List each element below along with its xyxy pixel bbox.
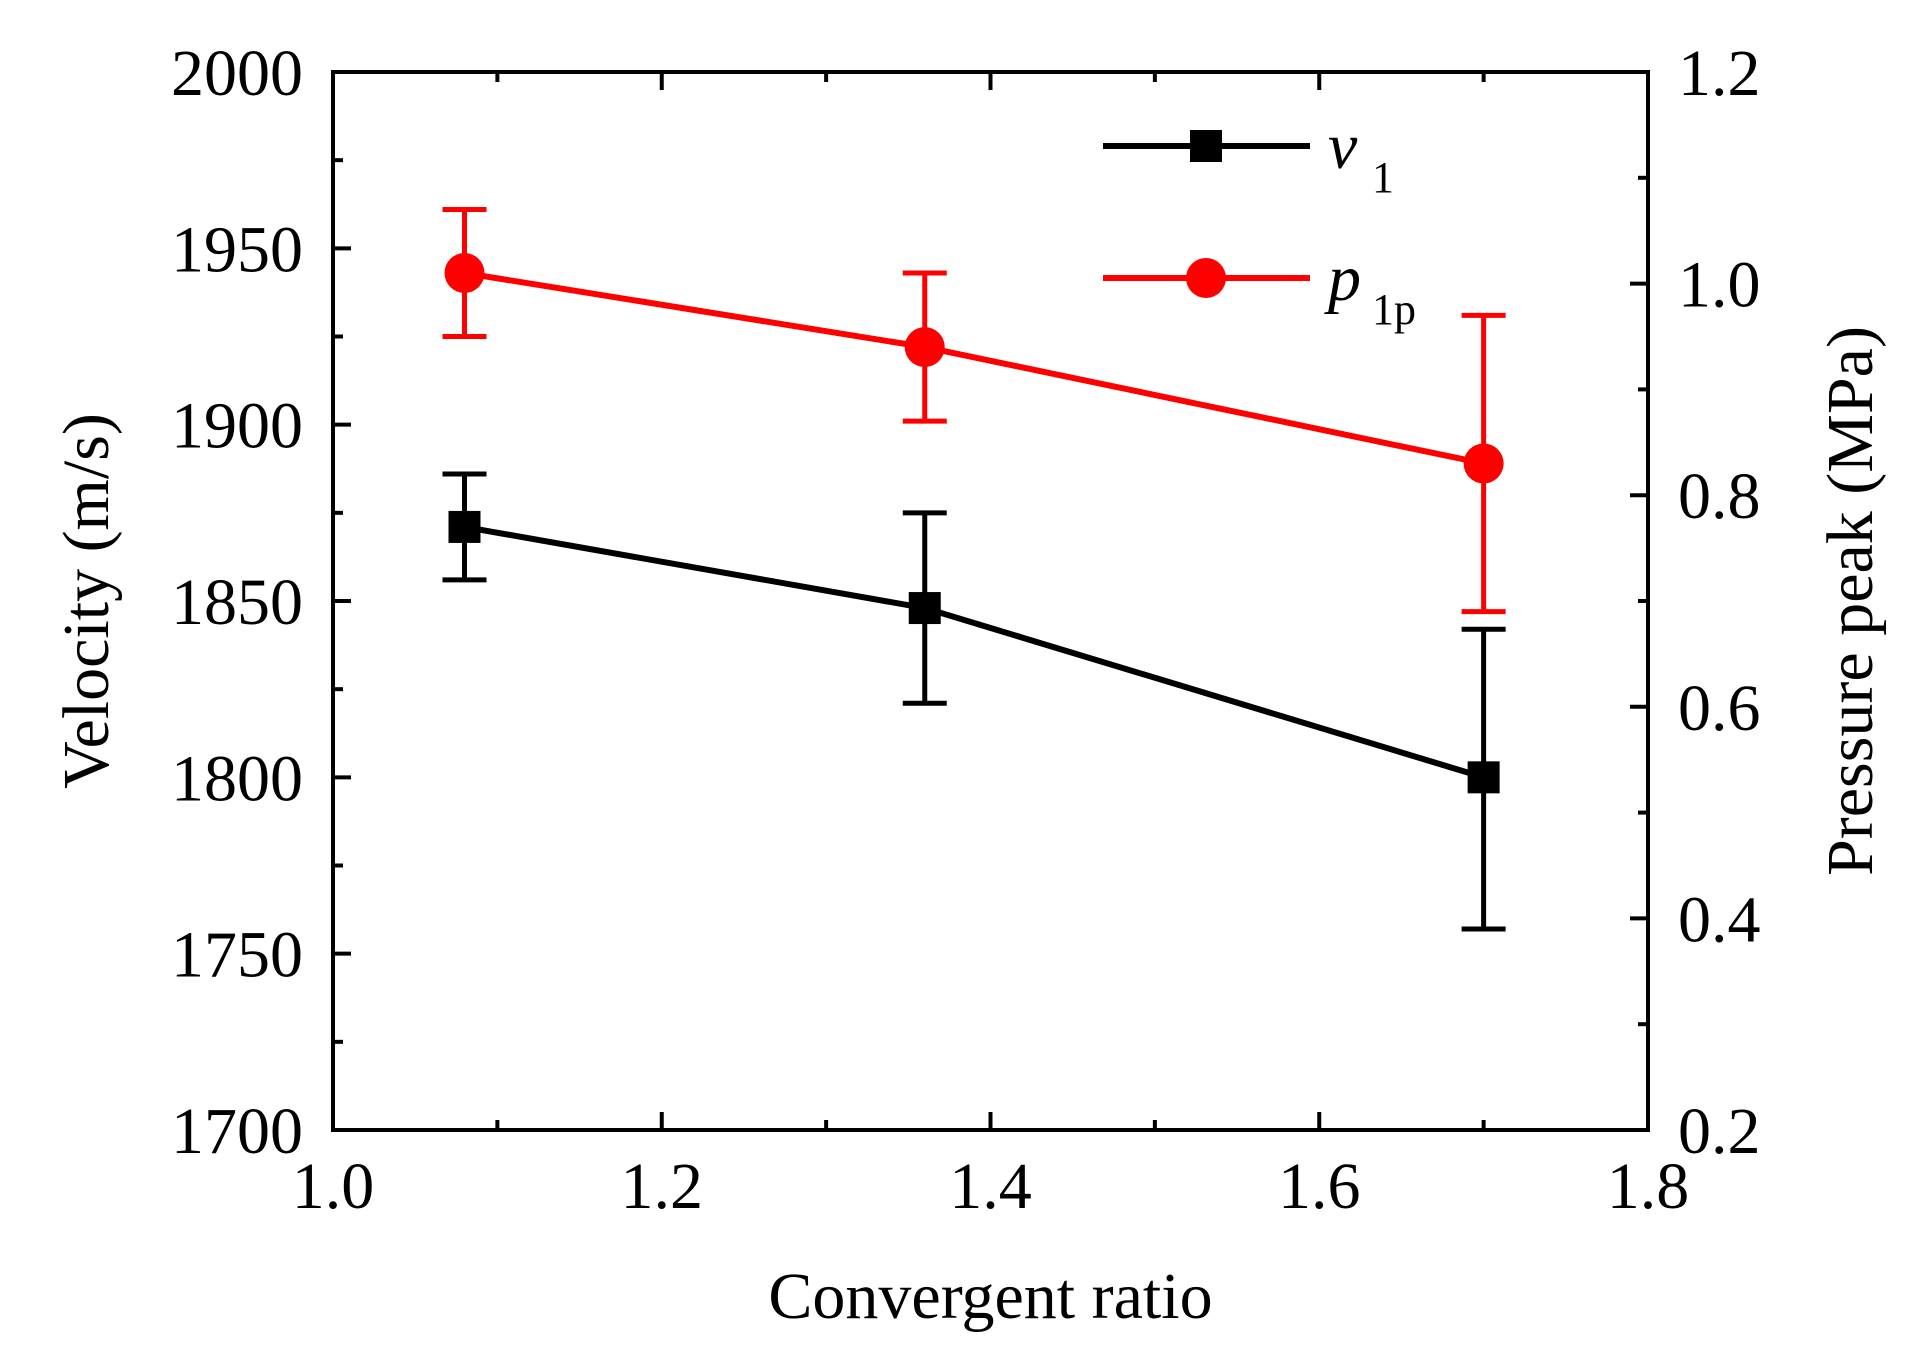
data-point	[444, 253, 485, 294]
legend-label-subscript: 1p	[1372, 285, 1416, 334]
y-right-tick-label: 1.0	[1678, 249, 1761, 322]
ticks-layer	[331, 70, 1650, 1132]
data-point	[904, 327, 945, 368]
y-left-tick-label: 1900	[171, 390, 303, 463]
y-left-tick-label: 1950	[171, 213, 303, 286]
legend-label: p	[1324, 242, 1361, 315]
y-left-tick-label: 1800	[171, 742, 303, 815]
tick-labels-layer: 1.0 1.2 1.4 1.6 1.8 1700 1750 1800 1850 1900 1950 2…	[171, 37, 1761, 1223]
x-axis-title: Convergent ratio	[768, 1260, 1212, 1333]
series-v1	[442, 471, 1506, 932]
legend-label-subscript: 1	[1372, 153, 1394, 202]
y-right-axis-title: Pressure peak (MPa)	[1814, 326, 1887, 876]
y-right-tick-label: 1.2	[1678, 37, 1761, 110]
x-tick-label: 1.6	[1278, 1150, 1361, 1223]
series-layer	[442, 207, 1506, 932]
data-point	[908, 592, 941, 625]
series-p1p	[442, 207, 1506, 615]
plot-frame	[331, 70, 1650, 1132]
y-right-tick-label: 0.4	[1678, 883, 1761, 956]
legend-marker	[1186, 258, 1226, 298]
y-left-tick-label: 1750	[171, 919, 303, 992]
data-point	[1463, 443, 1504, 484]
y-left-tick-label: 1850	[171, 566, 303, 639]
legend: v 1p 1p	[1103, 110, 1416, 334]
legend-entry-p1p: p 1p	[1103, 242, 1416, 334]
x-tick-label: 1.4	[949, 1150, 1032, 1223]
x-tick-label: 1.8	[1607, 1150, 1690, 1223]
y-left-tick-label: 1700	[171, 1095, 303, 1168]
series-line	[463, 523, 1485, 781]
data-point	[1467, 761, 1500, 794]
y-left-tick-label: 2000	[171, 37, 303, 110]
y-left-axis-title: Velocity (m/s)	[50, 413, 123, 789]
legend-marker	[1190, 130, 1222, 162]
y-right-tick-label: 0.8	[1678, 460, 1761, 533]
x-tick-label: 1.0	[292, 1150, 375, 1223]
data-point	[448, 510, 481, 543]
x-tick-label: 1.2	[621, 1150, 704, 1223]
y-right-tick-label: 0.6	[1678, 672, 1761, 745]
legend-label: v	[1328, 110, 1358, 183]
y-right-tick-label: 0.2	[1678, 1095, 1761, 1168]
